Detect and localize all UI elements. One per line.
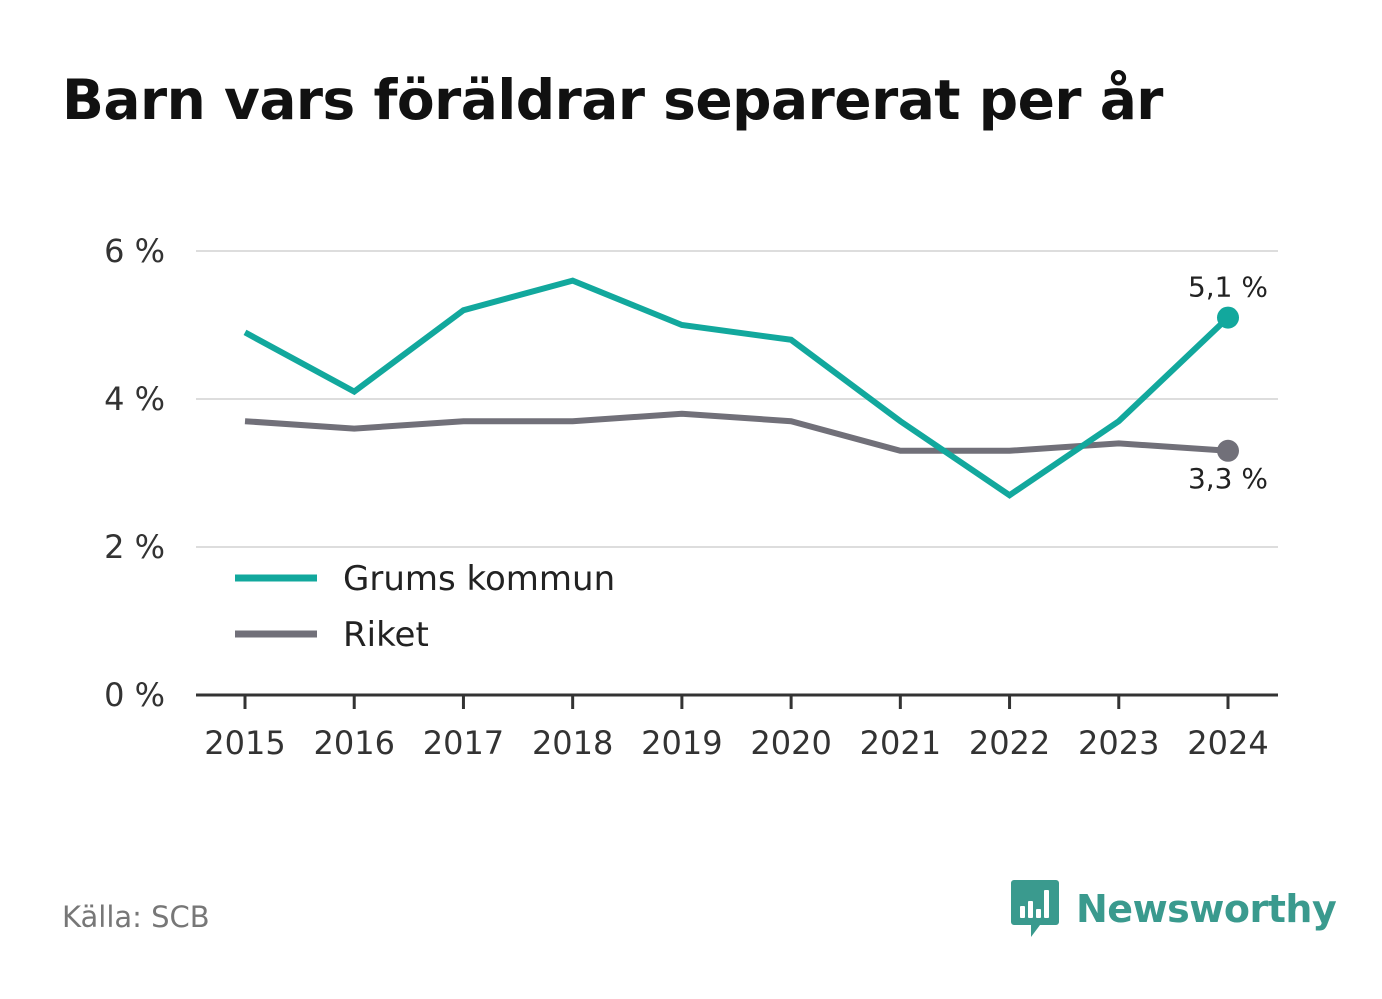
y-axis-labels: 0 % 2 % 4 % 6 % [104,232,165,714]
x-tick-label: 2015 [204,724,285,762]
legend-label: Grums kommun [343,559,615,599]
y-tick-label: 2 % [104,528,165,566]
y-tick-label: 0 % [104,676,165,714]
series-end-point [1217,439,1239,462]
end-label: 5,1 % [1188,271,1268,304]
end-label: 3,3 % [1188,462,1268,495]
gridlines [196,250,1278,548]
end-labels: 5,1 % 3,3 % [1188,271,1268,495]
x-axis [196,693,1278,709]
x-tick-label: 2022 [969,724,1050,762]
x-tick-label: 2023 [1078,724,1159,762]
y-tick-label: 6 % [104,232,165,270]
legend-background [222,548,644,668]
x-tick-label: 2020 [750,724,831,762]
brand-name: Newsworthy [1076,887,1337,931]
x-tick-label: 2024 [1187,724,1268,762]
series-end-point [1217,306,1239,329]
x-tick-label: 2021 [860,724,941,762]
source-note: Källa: SCB [62,900,210,934]
series-line [243,277,1231,499]
x-tick-label: 2019 [641,724,722,762]
series-line [244,410,1229,454]
x-tick-label: 2016 [314,724,395,762]
y-tick-label: 4 % [104,380,165,418]
x-tick-label: 2018 [532,724,613,762]
legend: Grums kommun Riket [222,548,644,668]
bar-chart-speech-bubble-icon [1011,880,1059,937]
chart-title: Barn vars föräldrar separerat per år [62,68,1163,132]
series-lines [243,277,1239,499]
x-axis-labels: 2015 2016 2017 2018 2019 2020 2021 2022 2023 2024 [204,724,1268,762]
legend-label: Riket [343,615,429,655]
x-tick-label: 2017 [423,724,504,762]
brand-logo: Newsworthy [1010,878,1337,940]
